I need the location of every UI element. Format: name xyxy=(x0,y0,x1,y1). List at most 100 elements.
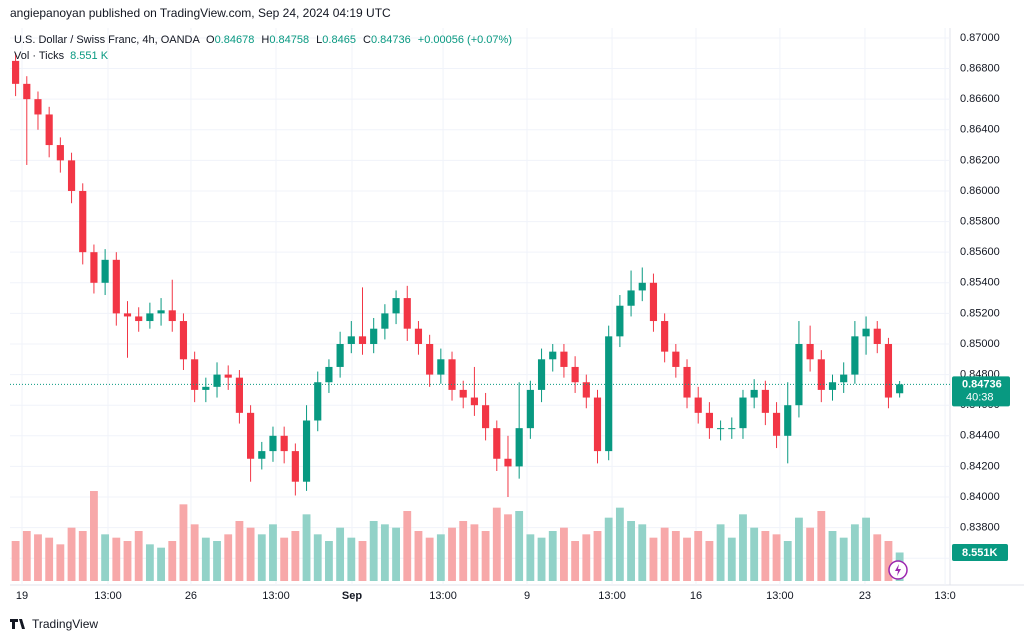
volume-bar xyxy=(705,541,714,581)
volume-bar xyxy=(123,541,132,581)
x-tick-label: 9 xyxy=(524,590,530,602)
volume-bar xyxy=(213,541,221,581)
candle-body xyxy=(179,321,188,360)
candle-body xyxy=(370,328,378,344)
volume-bar xyxy=(761,531,770,581)
candle-body xyxy=(12,60,20,84)
candle-body xyxy=(504,458,512,467)
legend-symbol: U.S. Dollar / Swiss Franc, 4h, OANDA xyxy=(14,34,200,46)
x-tick-label: 13:00 xyxy=(766,590,794,602)
volume-bar xyxy=(526,534,535,581)
change: +0.00056 (+0.07%) xyxy=(418,34,512,46)
volume-bar xyxy=(134,531,143,581)
volume-bar xyxy=(739,514,747,581)
volume-bar xyxy=(727,537,736,581)
volume-bar xyxy=(414,531,423,581)
volume-bar xyxy=(380,524,389,581)
publisher: angiepanoyan published on TradingView.co… xyxy=(10,6,391,20)
candle-body xyxy=(90,252,98,283)
x-tick-label: 26 xyxy=(185,590,197,602)
volume-legend: Vol · Ticks 8.551 K xyxy=(14,50,109,62)
candle-body xyxy=(649,282,658,322)
candle-body xyxy=(840,374,848,383)
volume-bar xyxy=(291,531,300,581)
l-value: 0.8465 xyxy=(322,34,356,46)
volume-bar xyxy=(190,524,199,581)
volume-bar xyxy=(425,537,434,581)
volume-bar xyxy=(235,521,244,581)
volume-bar xyxy=(325,541,333,581)
volume-bar xyxy=(112,537,121,581)
volume-bar xyxy=(481,531,490,581)
volume-bar xyxy=(783,541,792,581)
candle-body xyxy=(605,336,613,452)
volume-bar xyxy=(470,524,479,581)
candle-body xyxy=(258,451,266,459)
candle-body xyxy=(213,374,221,387)
volume-bar xyxy=(257,534,266,581)
x-tick-label: 13:00 xyxy=(94,590,122,602)
volume-bar xyxy=(168,541,177,581)
volume-label: Vol · Ticks xyxy=(14,50,65,62)
volume-bar xyxy=(45,537,54,581)
x-tick-label: Sep xyxy=(342,590,362,602)
y-tick-label: 0.85800 xyxy=(960,215,1000,227)
candle-body xyxy=(683,366,691,398)
volume-bar xyxy=(671,531,680,581)
candle-body xyxy=(247,412,255,459)
x-tick-label: 13:00 xyxy=(429,590,457,602)
volume-bar xyxy=(459,521,468,581)
y-tick-label: 0.86400 xyxy=(960,124,1000,136)
candle-body xyxy=(661,321,669,352)
volume-bar xyxy=(683,537,691,581)
countdown: 40:38 xyxy=(966,391,994,403)
volume-bar xyxy=(839,537,848,581)
candle-body xyxy=(526,389,534,429)
volume-bar xyxy=(649,537,658,581)
candle-body xyxy=(772,412,781,436)
h-value: 0.84758 xyxy=(269,34,309,46)
candle-body xyxy=(705,412,713,429)
volume-bar xyxy=(873,534,882,581)
c-label: C xyxy=(363,34,371,46)
y-tick-label: 0.86000 xyxy=(960,185,1000,197)
x-tick-label: 13:0 xyxy=(934,590,955,602)
x-tick-label: 13:00 xyxy=(262,590,290,602)
volume-bar xyxy=(862,517,870,581)
candles xyxy=(12,53,904,498)
volume-bar xyxy=(560,527,568,581)
y-tick-label: 0.86600 xyxy=(960,93,1000,105)
l-label: L xyxy=(316,34,322,46)
candle-body xyxy=(414,328,423,344)
axes: 0.87000 0.86800 0.86600 0.86400 0.86200 0.860… xyxy=(10,32,1010,602)
candle-body xyxy=(135,316,143,322)
y-tick-label: 0.85400 xyxy=(960,277,1000,289)
candle-body xyxy=(761,389,769,413)
volume-value: 8.551 K xyxy=(70,50,109,62)
candle-body xyxy=(862,328,870,337)
y-tick-label: 0.85000 xyxy=(960,338,1000,350)
candle-body xyxy=(694,397,702,413)
alert-button[interactable] xyxy=(888,560,908,580)
volume-bar xyxy=(201,537,210,581)
candle-body xyxy=(202,386,210,390)
candle-body xyxy=(728,428,736,430)
grid xyxy=(10,28,950,585)
volume-bar xyxy=(582,534,591,581)
candle-body xyxy=(123,313,132,317)
volume-bar xyxy=(369,521,378,581)
candle-body xyxy=(795,343,803,406)
candle-body xyxy=(67,160,76,191)
candle-body xyxy=(347,336,355,344)
x-tick-label: 23 xyxy=(859,590,871,602)
volume-bar xyxy=(11,541,20,581)
candle-body xyxy=(23,83,31,100)
candle-body xyxy=(45,114,53,146)
candle-body xyxy=(168,310,176,322)
volume-bar xyxy=(571,541,580,581)
x-tick-label: 19 xyxy=(16,590,28,602)
y-tick-label: 0.84400 xyxy=(960,430,1000,442)
candle-body xyxy=(34,99,42,115)
x-tick-label: 13:00 xyxy=(598,590,626,602)
volume-bar xyxy=(504,514,512,581)
